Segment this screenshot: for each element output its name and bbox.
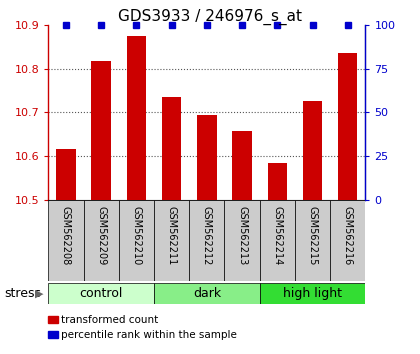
Text: GSM562208: GSM562208 [61, 206, 71, 265]
Text: GSM562209: GSM562209 [96, 206, 106, 265]
Bar [197, 115, 217, 200]
Text: GSM562214: GSM562214 [272, 206, 282, 265]
Text: transformed count: transformed count [61, 315, 158, 325]
Bar [162, 97, 181, 200]
Bar [260, 283, 365, 304]
Text: high light: high light [283, 287, 342, 300]
Bar [48, 200, 84, 281]
Bar [92, 61, 111, 200]
Text: GSM562215: GSM562215 [307, 206, 318, 265]
Bar [295, 200, 330, 281]
Bar [260, 200, 295, 281]
Text: GSM562210: GSM562210 [131, 206, 142, 265]
Text: ▶: ▶ [35, 289, 43, 299]
Text: GSM562212: GSM562212 [202, 206, 212, 265]
Text: GSM562211: GSM562211 [167, 206, 177, 265]
Bar [84, 200, 119, 281]
Bar [154, 283, 260, 304]
Text: control: control [79, 287, 123, 300]
Bar [154, 200, 189, 281]
Bar [232, 131, 252, 200]
Bar [48, 283, 154, 304]
Bar [268, 163, 287, 200]
Bar [189, 200, 224, 281]
Text: stress: stress [4, 287, 41, 300]
Text: GSM562213: GSM562213 [237, 206, 247, 265]
Bar [224, 200, 260, 281]
Text: percentile rank within the sample: percentile rank within the sample [61, 330, 237, 340]
Text: GSM562216: GSM562216 [343, 206, 353, 265]
Bar [338, 53, 357, 200]
Bar [119, 200, 154, 281]
Text: GDS3933 / 246976_s_at: GDS3933 / 246976_s_at [118, 9, 302, 25]
Bar [330, 200, 365, 281]
Bar [127, 36, 146, 200]
Bar [303, 101, 322, 200]
Bar [56, 149, 76, 200]
Text: dark: dark [193, 287, 221, 300]
